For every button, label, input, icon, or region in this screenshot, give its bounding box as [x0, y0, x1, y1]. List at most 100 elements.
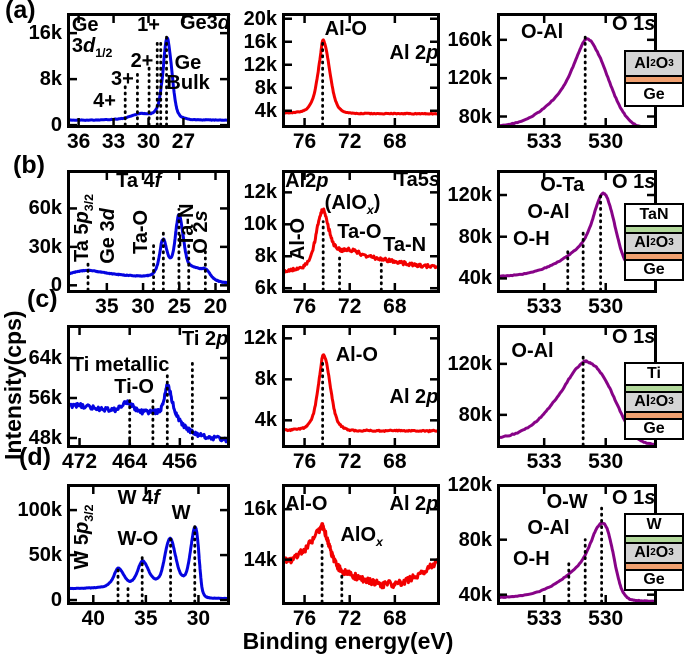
y-tick-label: 0: [50, 114, 62, 137]
inset-layer: Ti: [626, 364, 682, 384]
y-tick-label: 12k: [243, 181, 277, 204]
x-tick-label: 72: [338, 295, 362, 318]
spectrum-curve-d-w4f: [67, 525, 230, 601]
annotation: Ge: [71, 14, 99, 37]
x-tick-label: 30: [136, 130, 161, 153]
y-tick-label: 80k: [458, 105, 492, 128]
annotation: 1+: [137, 14, 160, 37]
inset-interlayer: [626, 225, 682, 232]
axis-frame: [67, 170, 230, 293]
spectrum-curve-d-o1s: [497, 521, 657, 604]
annotation: O-Al: [521, 21, 564, 44]
annotation: O-Al: [527, 516, 570, 539]
x-tick-label: 68: [383, 450, 407, 473]
inset-interlayer: [626, 252, 682, 259]
y-tick-label: 16k: [243, 30, 277, 53]
x-axis-label: Binding energy(eV): [242, 628, 454, 654]
spectrum-curve-a-al2p: [282, 38, 440, 116]
y-tick-label: 120k: [447, 184, 493, 207]
x-tick-label: 35: [134, 607, 158, 630]
annotation: Ti metallic: [71, 353, 170, 376]
x-tick-label: 68: [383, 295, 407, 318]
x-tick-label: 68: [383, 607, 407, 630]
y-tick-label: 16k: [28, 22, 62, 45]
stack-inset-c-o1s: Ti Al 2 O 3 Ge: [624, 362, 684, 440]
inset-layer: Ge: [626, 418, 682, 438]
annotation: Bulk: [166, 71, 210, 94]
y-tick-label: 14k: [243, 548, 277, 571]
panel-b-ta4f: [67, 170, 230, 293]
x-tick-label: 76: [292, 295, 317, 318]
y-tick-label: 8k: [39, 68, 62, 91]
x-tick-label: 76: [292, 450, 317, 473]
annotation: (AlOx): [324, 192, 381, 218]
x-tick-label: 530: [588, 607, 624, 630]
panel-d-al2p: [282, 484, 440, 605]
spectrum-curve-c-al2p: [282, 353, 440, 434]
axis-frame: [282, 13, 440, 128]
x-tick-label: 533: [526, 130, 562, 153]
y-tick-label: 48k: [28, 427, 62, 449]
annotation: O-H: [513, 228, 550, 251]
axis-frame: [67, 325, 230, 448]
annotation: W 5p3/2: [71, 504, 97, 570]
y-tick-label: 120k: [447, 67, 493, 90]
y-tick-label: 120k: [447, 473, 493, 496]
x-tick-label: 33: [101, 130, 126, 153]
inset-layer: W: [626, 515, 682, 535]
annotation: Ta-O: [130, 209, 153, 254]
annotation: O 2s: [190, 209, 213, 254]
inset-interlayer: [626, 75, 682, 82]
annotation: Ti-O: [114, 375, 154, 398]
panel-letter-b: (b): [13, 151, 45, 179]
y-tick-label: 12k: [243, 53, 277, 76]
annotation: Al 2p: [389, 41, 439, 64]
inset-interlayer: [626, 562, 682, 569]
y-tick-label: 30k: [28, 235, 62, 258]
x-tick-label: 530: [588, 295, 624, 318]
spectrum-curve-a-ge3d: [67, 36, 230, 122]
annotation: Al 2p: [389, 492, 439, 515]
x-tick-label: 76: [292, 607, 317, 630]
annotation: Ta 4f: [116, 170, 162, 193]
panel-c-al2p: [282, 325, 440, 448]
y-tick-label: 0: [50, 589, 62, 612]
x-tick-label: 30: [186, 607, 211, 630]
annotation: Ta 5p3/2: [70, 193, 96, 262]
x-tick-label: 76: [292, 130, 317, 153]
y-tick-label: 8k: [254, 245, 277, 268]
x-tick-label: 36: [66, 130, 91, 153]
x-tick-label: 20: [203, 295, 228, 318]
spectrum-curve-c-ti2p: [67, 382, 230, 444]
plot-area-b-al2p-ta5s: [282, 170, 440, 293]
y-tick-label: 160k: [447, 28, 493, 51]
y-tick-label: 56k: [28, 387, 62, 409]
x-tick-label: 68: [383, 130, 407, 153]
panel-a-o1s: [497, 13, 657, 128]
x-tick-label: 30: [131, 295, 155, 318]
annotation: 2+: [130, 49, 154, 72]
x-tick-label: 40: [81, 607, 105, 630]
plot-area-d-al2p: [282, 484, 440, 605]
plot-area-b-ta4f: [67, 170, 230, 293]
inset-layer: Ge: [626, 569, 682, 589]
x-tick-label: 533: [526, 607, 562, 630]
axis-frame: [67, 484, 230, 605]
axis-frame: [282, 170, 440, 293]
y-tick-label: 0: [50, 274, 62, 297]
x-tick-label: 533: [526, 450, 562, 473]
annotation: O-W: [546, 491, 588, 514]
plot-area-c-ti2p: [67, 325, 230, 448]
x-tick-label: 464: [112, 450, 148, 473]
panel-c-ti2p: [67, 325, 230, 448]
inset-interlayer: [626, 384, 682, 391]
annotation: 3d1/2: [71, 35, 113, 60]
y-tick-label: 50k: [28, 544, 62, 567]
y-tick-label: 4k: [254, 99, 277, 122]
annotation: O-Al: [527, 200, 570, 223]
y-tick-label: 100k: [17, 499, 63, 522]
inset-interlayer: [626, 411, 682, 418]
annotation: O-Al: [511, 339, 554, 362]
y-tick-label: 80k: [458, 403, 492, 426]
